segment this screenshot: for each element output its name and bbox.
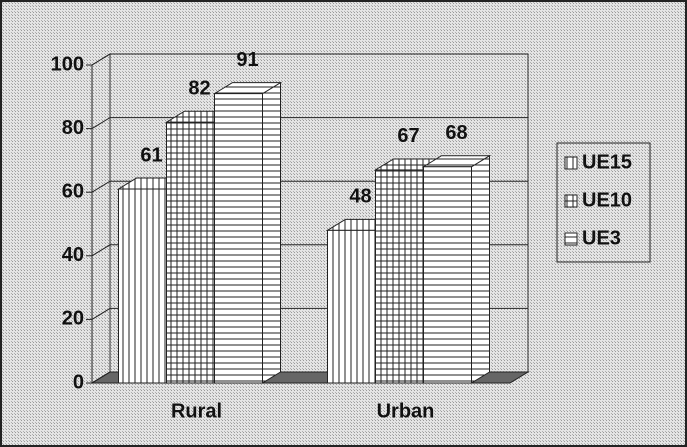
bar: [375, 169, 424, 384]
grid-line: [91, 53, 528, 66]
bar: [214, 93, 263, 384]
data-label: 91: [236, 49, 258, 71]
data-label: 48: [349, 186, 371, 208]
legend-label: UE15: [582, 151, 632, 173]
bar: [118, 188, 167, 384]
y-tick-label: 40: [62, 244, 84, 266]
bar: [423, 166, 472, 384]
bar: [327, 229, 376, 384]
legend-swatch: [564, 194, 578, 208]
legend-label: UE10: [582, 189, 632, 211]
data-label: 67: [397, 125, 419, 147]
bar: [166, 121, 215, 384]
y-tick-label: 20: [62, 308, 84, 330]
y-tick-label: 80: [62, 117, 84, 139]
x-tick-label: Urban: [377, 400, 435, 422]
legend-swatch: [564, 156, 578, 170]
data-label: 68: [445, 122, 467, 144]
data-label: 61: [140, 144, 162, 166]
y-tick-label: 0: [73, 371, 84, 393]
legend-label: UE3: [582, 227, 621, 249]
bar-side: [262, 81, 281, 384]
y-tick-label: 60: [62, 180, 84, 202]
legend-swatch: [564, 232, 578, 246]
y-tick-label: 100: [51, 53, 84, 75]
x-tick-label: Rural: [171, 400, 222, 422]
data-label: 82: [188, 78, 210, 100]
bar-side: [471, 154, 490, 384]
grid-line: [91, 117, 528, 130]
